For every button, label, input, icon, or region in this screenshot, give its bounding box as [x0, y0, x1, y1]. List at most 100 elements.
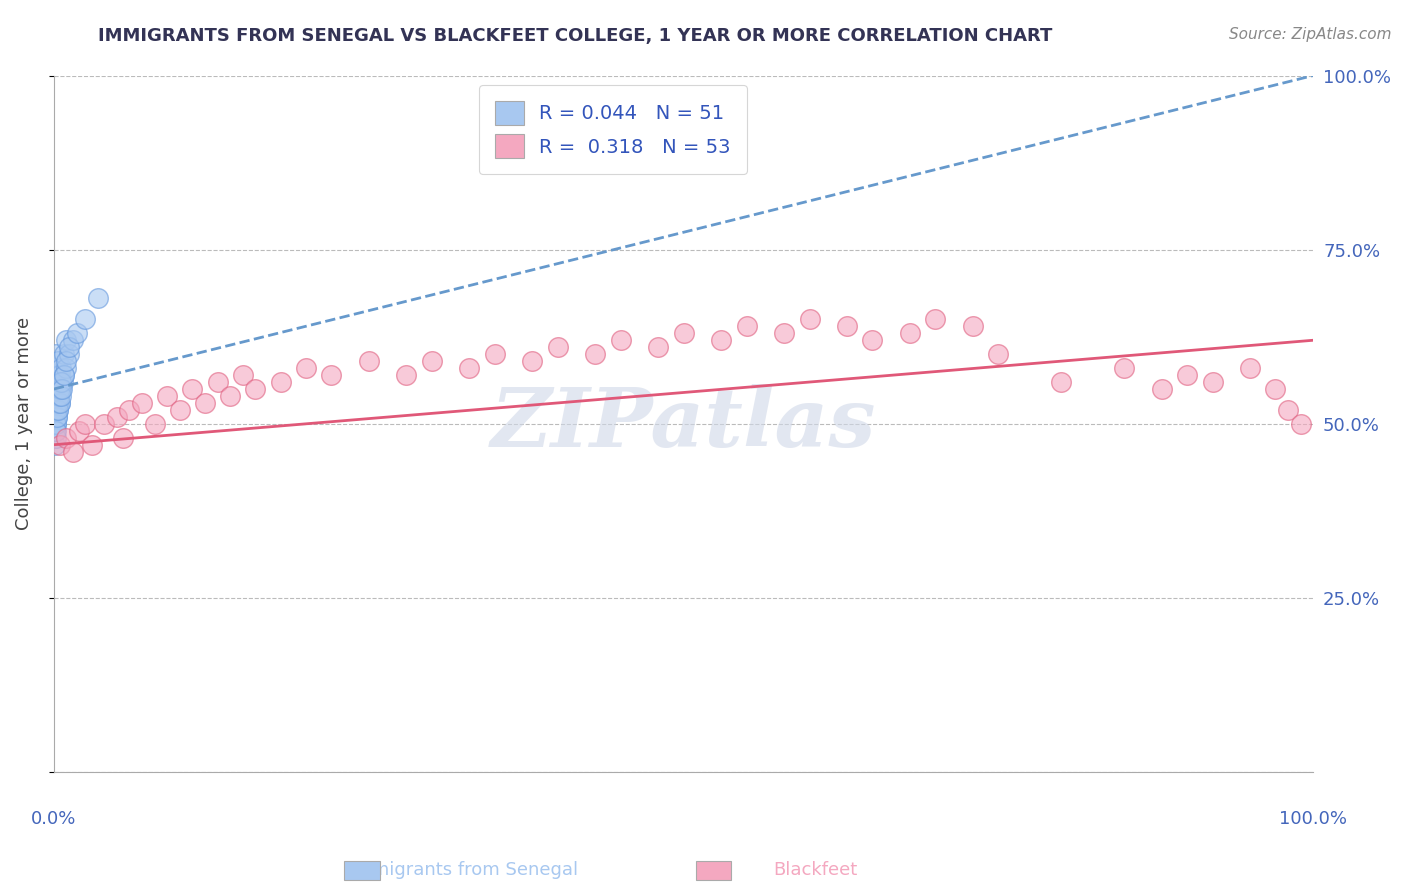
- Point: [710, 333, 733, 347]
- Point: [45, 417, 67, 431]
- Point: [45, 375, 67, 389]
- Point: [112, 431, 135, 445]
- Y-axis label: College, 1 year or more: College, 1 year or more: [15, 318, 32, 531]
- Point: [194, 396, 217, 410]
- Point: [131, 396, 153, 410]
- Legend: R = 0.044   N = 51, R =  0.318   N = 53: R = 0.044 N = 51, R = 0.318 N = 53: [479, 86, 747, 174]
- Point: [1201, 375, 1223, 389]
- Point: [65, 326, 87, 341]
- Point: [987, 347, 1010, 361]
- Point: [232, 368, 254, 382]
- Point: [46, 354, 69, 368]
- Point: [45, 403, 67, 417]
- Point: [45, 347, 67, 361]
- Point: [1277, 403, 1299, 417]
- Point: [1152, 382, 1174, 396]
- Point: [75, 312, 97, 326]
- Point: [62, 333, 84, 347]
- Point: [80, 438, 103, 452]
- Point: [55, 354, 77, 368]
- Point: [270, 375, 292, 389]
- Text: 0.0%: 0.0%: [31, 811, 76, 829]
- Point: [44, 396, 66, 410]
- Point: [46, 409, 69, 424]
- Point: [52, 368, 75, 382]
- Point: [75, 417, 97, 431]
- Point: [58, 347, 80, 361]
- Point: [48, 389, 70, 403]
- Point: [1114, 361, 1136, 376]
- Point: [1050, 375, 1073, 389]
- Point: [420, 354, 443, 368]
- Point: [898, 326, 921, 341]
- Point: [118, 403, 141, 417]
- Point: [44, 417, 66, 431]
- Point: [1264, 382, 1286, 396]
- Point: [583, 347, 606, 361]
- Point: [49, 382, 72, 396]
- Point: [52, 375, 75, 389]
- Point: [45, 431, 67, 445]
- Point: [51, 375, 73, 389]
- Point: [1175, 368, 1198, 382]
- Point: [924, 312, 946, 326]
- Point: [67, 424, 90, 438]
- Point: [93, 417, 115, 431]
- Point: [46, 382, 69, 396]
- Point: [862, 333, 884, 347]
- Point: [395, 368, 418, 382]
- Point: [207, 375, 229, 389]
- Point: [48, 389, 70, 403]
- Point: [522, 354, 544, 368]
- Point: [1239, 361, 1261, 376]
- Point: [962, 319, 984, 334]
- Point: [46, 375, 69, 389]
- Point: [52, 347, 75, 361]
- Point: [319, 368, 342, 382]
- Point: [49, 396, 72, 410]
- Point: [44, 382, 66, 396]
- Point: [51, 361, 73, 376]
- Point: [49, 438, 72, 452]
- Point: [46, 396, 69, 410]
- Point: [55, 333, 77, 347]
- Point: [58, 340, 80, 354]
- Point: [45, 389, 67, 403]
- Point: [87, 292, 110, 306]
- Point: [245, 382, 267, 396]
- Point: [484, 347, 506, 361]
- Point: [48, 396, 70, 410]
- Point: [51, 382, 73, 396]
- Point: [609, 333, 631, 347]
- Point: [44, 424, 66, 438]
- Point: [672, 326, 695, 341]
- Point: [44, 438, 66, 452]
- Point: [46, 382, 69, 396]
- Point: [46, 396, 69, 410]
- Point: [547, 340, 569, 354]
- Text: Source: ZipAtlas.com: Source: ZipAtlas.com: [1229, 27, 1392, 42]
- Point: [169, 403, 191, 417]
- Point: [46, 409, 69, 424]
- Point: [219, 389, 242, 403]
- Point: [647, 340, 669, 354]
- Point: [458, 361, 481, 376]
- Point: [45, 403, 67, 417]
- Point: [46, 403, 69, 417]
- Point: [156, 389, 179, 403]
- Point: [294, 361, 316, 376]
- Point: [773, 326, 796, 341]
- Point: [45, 368, 67, 382]
- Point: [62, 444, 84, 458]
- Point: [837, 319, 859, 334]
- Point: [51, 382, 73, 396]
- Point: [49, 389, 72, 403]
- Text: Blackfeet: Blackfeet: [773, 861, 858, 879]
- Text: 100.0%: 100.0%: [1279, 811, 1347, 829]
- Text: Immigrants from Senegal: Immigrants from Senegal: [350, 861, 578, 879]
- Point: [45, 424, 67, 438]
- Point: [55, 361, 77, 376]
- Text: ZIPatlas: ZIPatlas: [491, 384, 876, 464]
- Point: [1289, 417, 1312, 431]
- Point: [45, 417, 67, 431]
